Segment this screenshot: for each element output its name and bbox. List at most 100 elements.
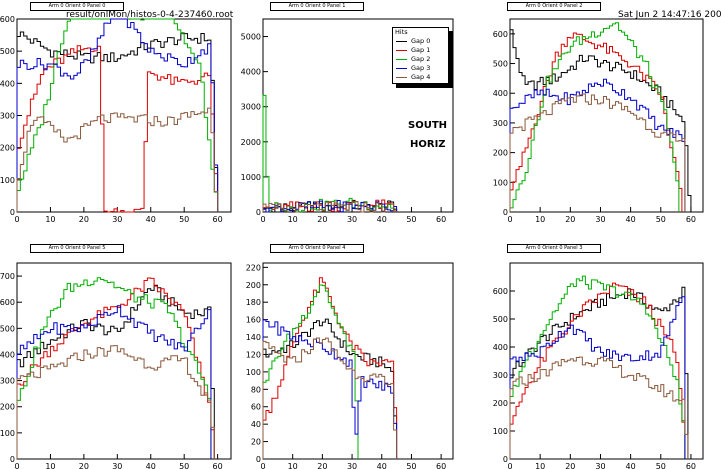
x-tick-label: 30 <box>347 462 357 469</box>
x-tick-label: 0 <box>507 215 512 224</box>
legend-entry: Gap 1 <box>393 46 448 55</box>
series-gap-1 <box>509 282 686 459</box>
legend-entry: Gap 0 <box>393 37 448 46</box>
x-tick-label: 0 <box>260 462 265 469</box>
y-tick-label: 500 <box>493 60 508 69</box>
series-gap-2 <box>262 284 359 459</box>
x-tick-label: 0 <box>14 215 19 224</box>
y-tick-label: 100 <box>493 178 508 187</box>
series-gap-0 <box>509 286 689 459</box>
y-tick-label: 180 <box>246 298 261 307</box>
y-tick-label: 4000 <box>241 68 261 77</box>
x-tick-label: 0 <box>14 462 19 469</box>
y-tick-label: 220 <box>246 263 261 272</box>
x-tick-label: 40 <box>626 215 636 224</box>
chart-panel: 0 100 200 300 400 500 600 0 10 20 30 40 50 60 <box>493 262 704 469</box>
series-gap-3 <box>16 305 212 459</box>
legend: Hits Gap 0 Gap 1 Gap 2 Gap 3 Gap 4 <box>392 27 449 84</box>
y-tick-label: 100 <box>0 429 15 438</box>
x-tick-label: 20 <box>565 215 575 224</box>
series-gap-2 <box>16 277 212 459</box>
chart-panel: 0 100 200 300 400 500 600 0 10 20 30 40 50 60 <box>493 18 704 224</box>
x-tick-label: 0 <box>260 215 265 224</box>
x-tick-label: 50 <box>179 462 189 469</box>
legend-entry: Gap 4 <box>393 73 448 82</box>
series-gap-3 <box>509 78 686 212</box>
annotation-horiz: HORIZ <box>410 139 446 150</box>
y-tick-label: 200 <box>246 281 261 290</box>
y-tick-label: 300 <box>0 112 15 121</box>
y-tick-label: 20 <box>251 438 261 447</box>
x-tick-label: 60 <box>686 462 696 469</box>
panel-title: Arm 0 Orient 0 Panel 4 <box>270 244 364 253</box>
panel-title: Arm 0 Orient 0 Panel 2 <box>507 2 601 11</box>
x-tick-label: 30 <box>112 462 122 469</box>
x-tick-label: 50 <box>406 215 416 224</box>
legend-entry: Gap 2 <box>393 55 448 64</box>
y-tick-label: 0 <box>503 208 508 217</box>
y-tick-label: 200 <box>493 399 508 408</box>
x-tick-label: 10 <box>535 215 545 224</box>
y-tick-label: 300 <box>0 377 15 386</box>
x-tick-label: 60 <box>686 215 696 224</box>
x-tick-label: 10 <box>45 462 55 469</box>
y-tick-label: 500 <box>0 324 15 333</box>
legend-swatch <box>396 50 407 51</box>
x-tick-label: 20 <box>79 462 89 469</box>
x-tick-label: 60 <box>213 215 223 224</box>
y-tick-label: 600 <box>0 15 15 24</box>
plot-frame <box>16 262 232 460</box>
y-tick-label: 100 <box>246 368 261 377</box>
series-gap-3 <box>16 18 219 212</box>
x-tick-label: 40 <box>146 215 156 224</box>
legend-title: Hits <box>395 28 408 36</box>
y-tick-label: 600 <box>0 298 15 307</box>
legend-label: Gap 4 <box>411 73 431 81</box>
y-tick-label: 120 <box>246 350 261 359</box>
chart-panel: 0 20 40 60 80 100 120 140 160 180 200 220 0 10 20 30 40 5… <box>246 262 454 469</box>
series-gap-4 <box>16 345 215 459</box>
chart-panel: 0 1000 2000 3000 4000 5000 0 10 20 30 40 50 60 <box>241 18 454 224</box>
y-tick-label: 500 <box>493 315 508 324</box>
series-gap-4 <box>262 337 398 459</box>
legend-swatch <box>396 77 407 78</box>
y-tick-label: 700 <box>0 272 15 281</box>
x-tick-label: 10 <box>45 215 55 224</box>
y-tick-label: 160 <box>246 316 261 325</box>
y-tick-label: 0 <box>10 455 15 464</box>
x-tick-label: 20 <box>79 215 89 224</box>
legend-label: Gap 3 <box>411 64 431 72</box>
y-tick-label: 200 <box>493 149 508 158</box>
panel-title: Arm 0 Orient 0 Panel 5 <box>30 244 124 253</box>
x-tick-label: 40 <box>377 462 387 469</box>
y-tick-label: 0 <box>256 208 261 217</box>
x-tick-label: 20 <box>317 462 327 469</box>
y-tick-label: 2000 <box>241 138 261 147</box>
series-gap-2 <box>509 22 680 212</box>
y-tick-label: 400 <box>493 89 508 98</box>
series-gap-3 <box>509 296 686 459</box>
x-tick-label: 20 <box>565 462 575 469</box>
y-tick-label: 200 <box>0 144 15 153</box>
x-tick-label: 40 <box>377 215 387 224</box>
x-tick-label: 60 <box>213 462 223 469</box>
x-tick-label: 40 <box>146 462 156 469</box>
y-tick-label: 100 <box>493 427 508 436</box>
x-tick-label: 50 <box>656 462 666 469</box>
x-tick-label: 20 <box>317 215 327 224</box>
series-gap-2 <box>509 275 686 459</box>
series-gap-4 <box>262 201 398 213</box>
y-tick-label: 80 <box>251 385 261 394</box>
chart-panel: 0 100 200 300 400 500 600 0 10 20 30 40 50 60 <box>0 15 232 224</box>
y-tick-label: 1000 <box>241 173 261 182</box>
series-gap-4 <box>509 356 689 459</box>
panel-title: Arm 0 Orient 0 Panel 1 <box>270 2 364 11</box>
y-tick-label: 500 <box>0 47 15 56</box>
series-gap-4 <box>16 107 219 212</box>
x-tick-label: 30 <box>595 462 605 469</box>
series-gap-1 <box>16 45 219 213</box>
x-tick-label: 10 <box>535 462 545 469</box>
file-path-label: result/onlMon/histos-0-4-237460.root <box>66 10 234 20</box>
series-gap-1 <box>262 277 398 459</box>
